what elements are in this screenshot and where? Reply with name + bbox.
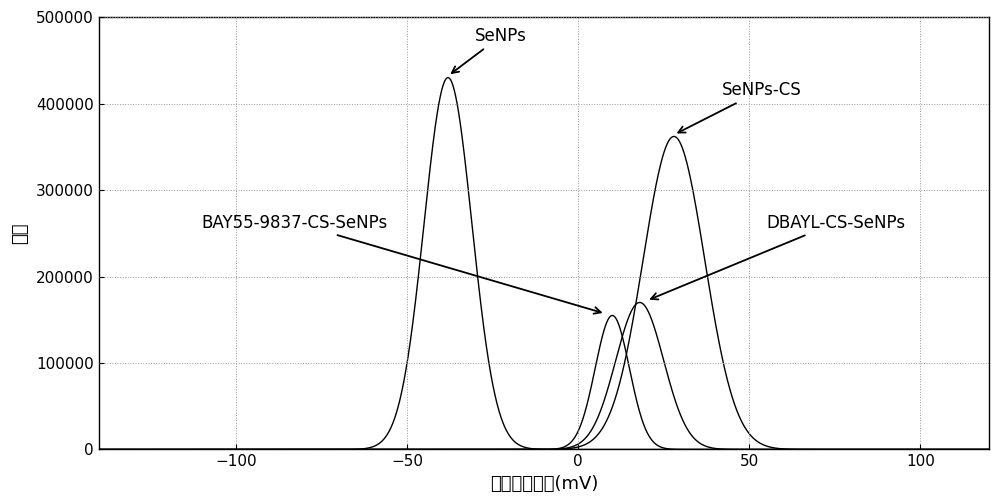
Text: SeNPs: SeNPs <box>452 27 527 73</box>
Y-axis label: 总数: 总数 <box>11 223 29 244</box>
X-axis label: 表面电动电位(mV): 表面电动电位(mV) <box>490 475 598 493</box>
Text: DBAYL-CS-SeNPs: DBAYL-CS-SeNPs <box>651 214 905 299</box>
Text: BAY55-9837-CS-SeNPs: BAY55-9837-CS-SeNPs <box>201 214 601 313</box>
Text: SeNPs-CS: SeNPs-CS <box>678 81 802 133</box>
